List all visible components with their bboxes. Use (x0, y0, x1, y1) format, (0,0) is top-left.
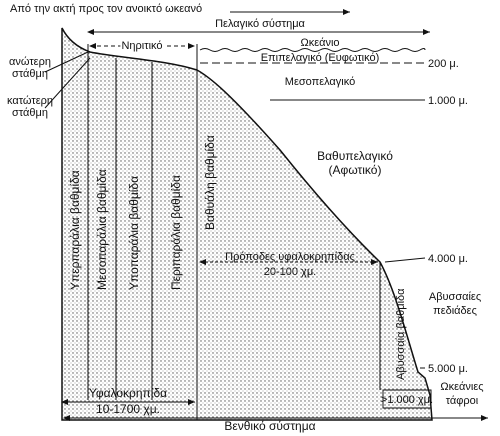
label: Πρόποδες υφαλοκρηπίδας (225, 251, 355, 263)
label: στάθμη (12, 68, 48, 80)
label: στάθμη (12, 107, 48, 119)
seafloor (61, 27, 433, 421)
label: Μεσοπελαγικό (285, 76, 355, 88)
label: 20-100 χμ. (264, 266, 316, 278)
label: Βαθυπελαγικό (317, 149, 393, 163)
label: Ωκεάνιο (300, 37, 339, 49)
label: Αβυσσαίες (429, 291, 481, 303)
label: κατώτερη (7, 95, 53, 107)
zone-label: Αβυσσαία βαθμίδα (395, 288, 407, 380)
label: 200 μ. (428, 58, 459, 70)
label: Ωκεάνιες (440, 381, 483, 393)
label: Βενθικό σύστημα (224, 419, 315, 433)
zone-label: Βαθυάλη βαθμίδα (203, 135, 217, 230)
label: τάφροι (446, 395, 479, 407)
label: Επιπελαγικό (Ευφωτικό) (261, 52, 380, 64)
zone-label: Υπερπαράλια βαθμίδα (68, 170, 82, 290)
label: 4.000 μ. (428, 253, 468, 265)
label: ανώτερη (9, 56, 51, 68)
label: πεδιάδες (433, 305, 477, 317)
label: 5.000 μ. (428, 363, 468, 375)
label: Νηριτικό (121, 40, 162, 52)
label: (Αφωτικό) (329, 163, 382, 177)
label: >1.000 χμ. (381, 394, 433, 406)
zone-label: Περιπαράλια βαθμίδα (169, 175, 183, 290)
label: 1.000 μ. (428, 95, 468, 107)
zone-label: Μεσοπαράλια βαθμίδα (95, 169, 109, 290)
lines (44, 9, 488, 421)
zone-label: Υποπαράλια βαθμίδα (127, 176, 141, 290)
label: Υφαλοκρηπίδα (89, 386, 167, 400)
label: Πελαγικό σύστημα (215, 18, 305, 30)
labels: Από την ακτή προς τον ανοικτό ωκεανό Πελ… (7, 3, 484, 433)
label: 10-1700 χμ. (96, 402, 160, 416)
label: Από την ακτή προς τον ανοικτό ωκεανό (10, 3, 202, 15)
